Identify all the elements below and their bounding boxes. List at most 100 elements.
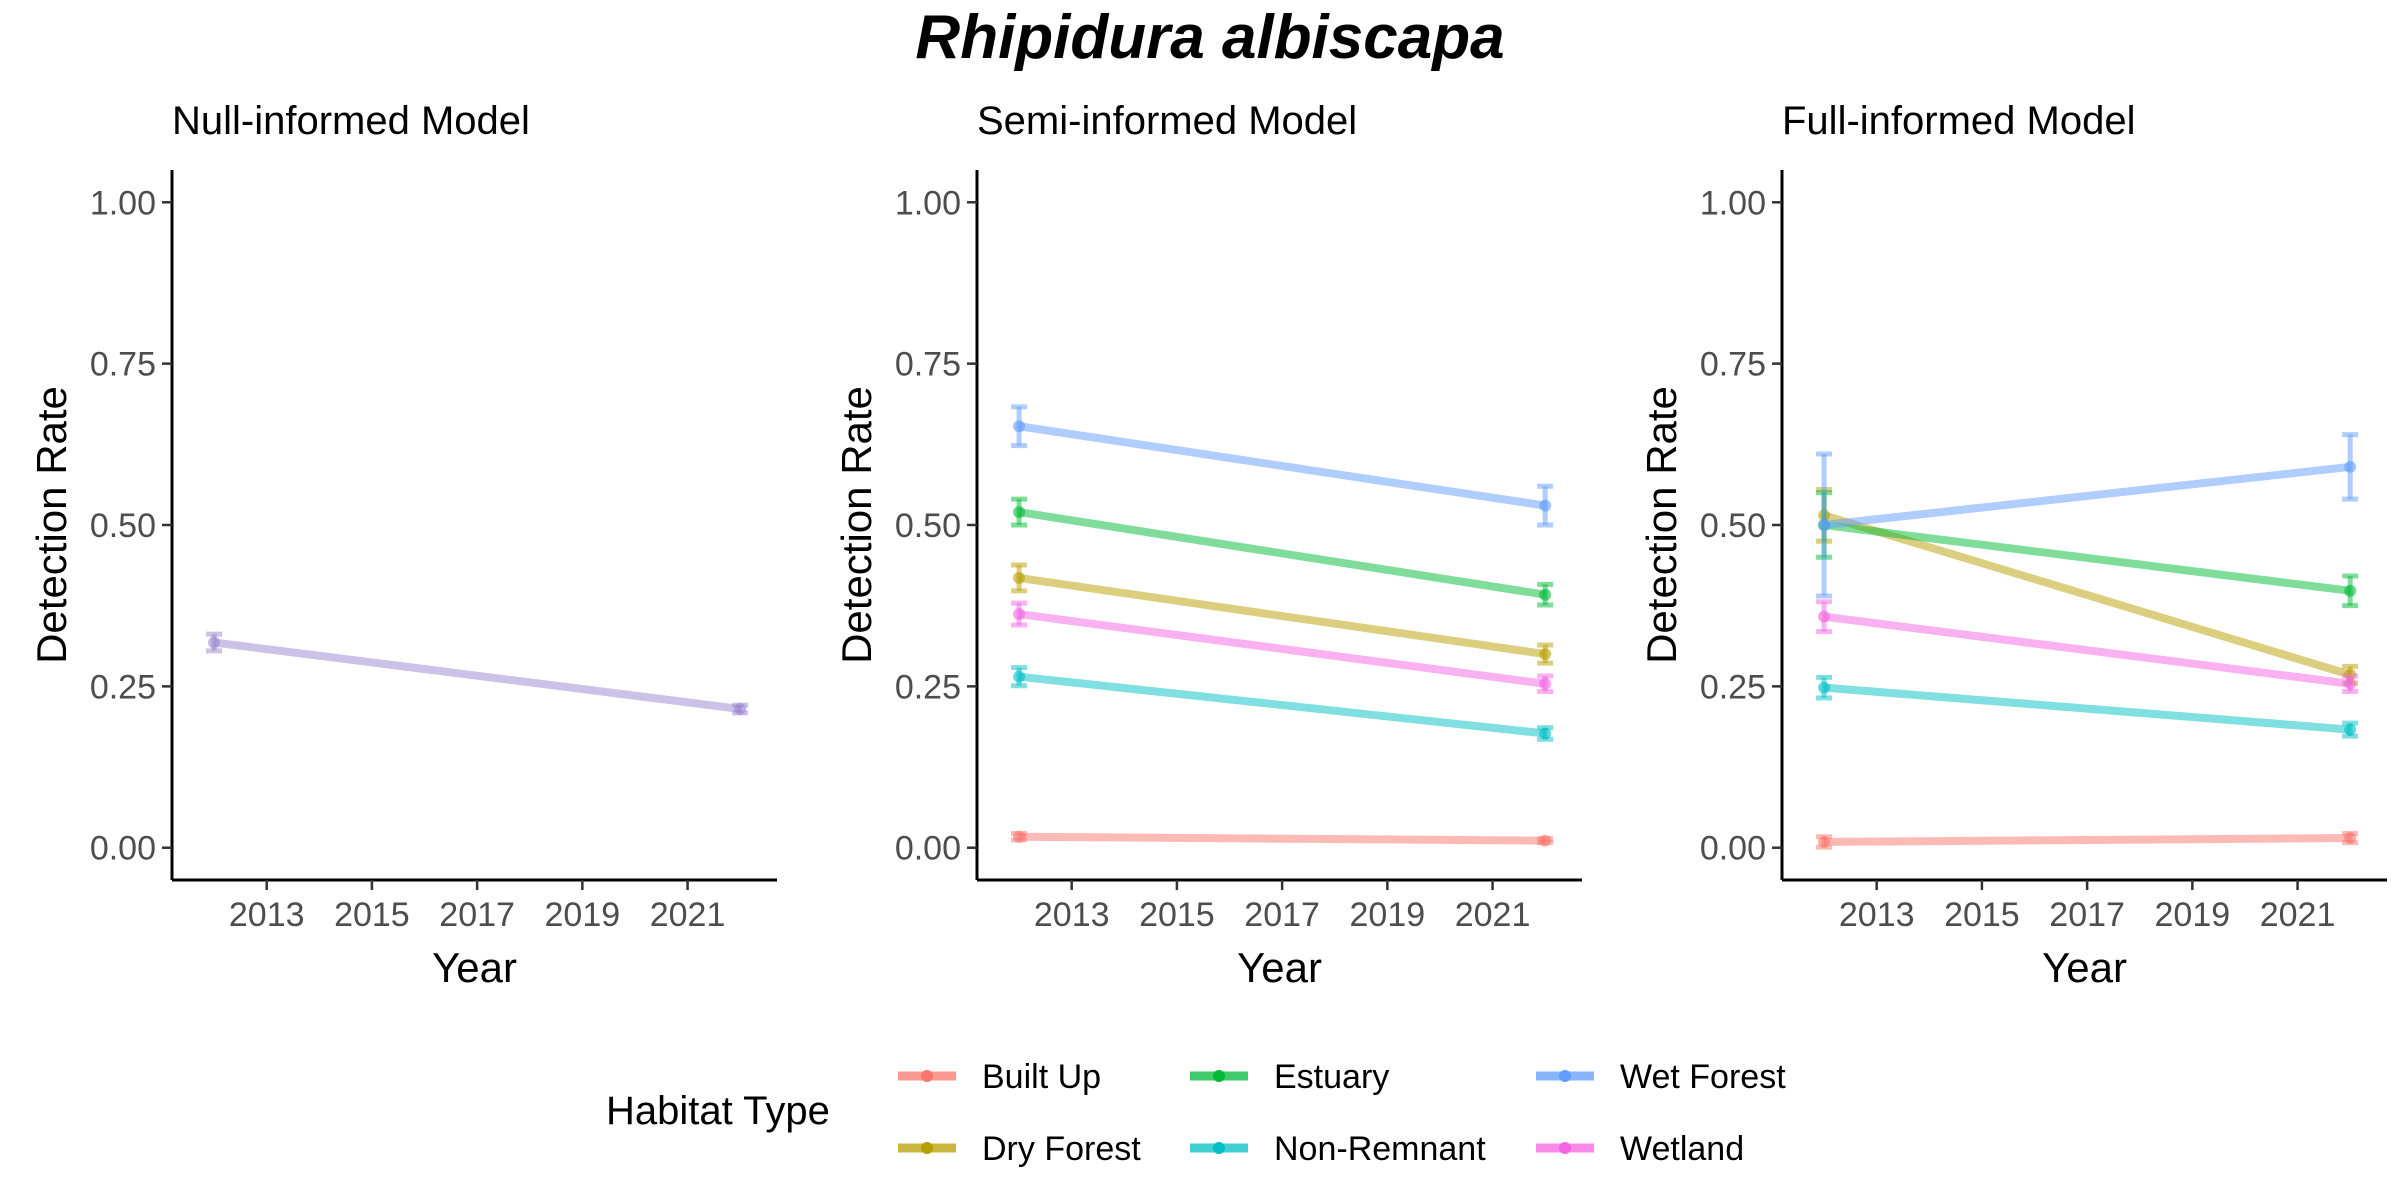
series-null	[206, 631, 749, 716]
data-point	[1818, 681, 1831, 694]
y-tick-label: 1.00	[895, 184, 961, 222]
panel-3: Full-informed Model 0.00 0.25 0.50 0.75 1.00 2…	[1638, 99, 2387, 991]
x-tick-label: 2017	[2049, 896, 2125, 934]
data-point	[1013, 608, 1026, 621]
x-tick-label: 2017	[439, 896, 515, 934]
data-point	[1539, 677, 1552, 690]
y-tick-label: 0.50	[1700, 507, 1766, 545]
x-tick-label: 2015	[1139, 896, 1215, 934]
chart-title: Rhipidura albiscapa	[915, 3, 1504, 72]
data-point	[1539, 499, 1552, 512]
data-point	[2344, 677, 2357, 690]
y-axis-title: Detection Rate	[833, 386, 880, 664]
series-non-remnant	[1816, 674, 2359, 739]
legend-entry-wet-forest: Wet Forest	[1536, 1058, 1786, 1096]
panel-title: Full-informed Model	[1782, 99, 2135, 143]
legend-label: Built Up	[982, 1058, 1101, 1096]
series-line	[1018, 672, 1546, 738]
series-line	[1018, 422, 1546, 510]
y-tick-label: 0.75	[1700, 346, 1766, 384]
x-tick-label: 2019	[2155, 896, 2231, 934]
data-point	[1013, 830, 1026, 843]
series-built-up	[1011, 830, 1554, 847]
series-line	[1824, 834, 2351, 846]
panel-2: Semi-informed Model 0.00 0.25 0.50 0.75 1.00 2…	[833, 99, 1582, 991]
x-tick-label: 2021	[650, 896, 726, 934]
x-tick-label: 2013	[229, 896, 305, 934]
series-line	[1823, 462, 2351, 529]
x-axis-title: Year	[2042, 944, 2127, 991]
y-tick-label: 0.25	[895, 668, 961, 706]
panel-1: Null-informed Model 0.00 0.25 0.50 0.75 1.00 2…	[28, 99, 777, 991]
y-tick-label: 0.00	[895, 830, 961, 868]
series-line	[213, 638, 741, 713]
series-line	[1823, 521, 2351, 595]
legend-entry-built-up: Built Up	[898, 1058, 1101, 1096]
data-point	[2344, 723, 2357, 736]
x-tick-label: 2013	[1839, 896, 1915, 934]
y-tick-label: 0.00	[90, 830, 156, 868]
y-tick-label: 0.00	[1700, 830, 1766, 868]
series-line	[1019, 832, 1546, 845]
legend-swatch-point	[921, 1142, 933, 1154]
legend-label: Wetland	[1620, 1130, 1744, 1168]
y-tick-label: 0.25	[1700, 668, 1766, 706]
data-point	[2344, 832, 2357, 845]
series-line	[1823, 683, 2351, 734]
x-tick-label: 2015	[1944, 896, 2020, 934]
y-tick-label: 0.50	[90, 507, 156, 545]
data-point	[1818, 835, 1831, 848]
series-non-remnant	[1011, 665, 1554, 742]
data-point	[734, 702, 747, 715]
legend-label: Non-Remnant	[1274, 1130, 1486, 1168]
data-point	[1539, 648, 1552, 661]
legend-title: Habitat Type	[606, 1089, 830, 1133]
data-point	[2344, 460, 2357, 473]
x-tick-label: 2021	[2260, 896, 2336, 934]
x-tick-label: 2015	[334, 896, 410, 934]
legend-entry-non-remnant: Non-Remnant	[1190, 1130, 1486, 1168]
y-tick-label: 1.00	[1700, 184, 1766, 222]
series-built-up	[1816, 831, 2359, 850]
data-point	[1539, 727, 1552, 740]
legend-entry-wetland: Wetland	[1536, 1130, 1744, 1168]
y-tick-label: 0.25	[90, 668, 156, 706]
series-wet-forest	[1011, 404, 1554, 528]
x-tick-label: 2013	[1034, 896, 1110, 934]
y-tick-label: 0.75	[895, 346, 961, 384]
x-tick-label: 2021	[1455, 896, 1531, 934]
data-point	[1013, 571, 1026, 584]
panels: Null-informed Model 0.00 0.25 0.50 0.75 1.00 2…	[28, 99, 2387, 991]
series-line	[1823, 612, 2351, 688]
data-point	[1818, 519, 1831, 531]
legend: Habitat Type Built Up Dry Forest Estuary No…	[606, 1058, 1786, 1168]
series-estuary	[1011, 496, 1554, 608]
legend-entry-estuary: Estuary	[1190, 1058, 1389, 1096]
x-axis-title: Year	[1237, 944, 1322, 991]
legend-swatch-point	[1559, 1142, 1571, 1154]
legend-swatch-point	[1213, 1142, 1225, 1154]
data-point	[1539, 834, 1552, 847]
legend-swatch-point	[1213, 1070, 1225, 1082]
panel-title: Null-informed Model	[172, 99, 530, 143]
y-tick-label: 0.75	[90, 346, 156, 384]
panel-title: Semi-informed Model	[977, 99, 1357, 143]
y-axis-title: Detection Rate	[28, 386, 75, 664]
y-tick-label: 0.50	[895, 507, 961, 545]
series-line	[1018, 610, 1546, 688]
data-point	[208, 636, 221, 649]
series-wetland	[1816, 599, 2359, 695]
legend-entry-dry-forest: Dry Forest	[898, 1130, 1141, 1168]
series-wetland	[1011, 600, 1554, 695]
y-tick-label: 1.00	[90, 184, 156, 222]
x-axis-title: Year	[432, 944, 517, 991]
data-point	[1013, 670, 1026, 683]
data-point	[2344, 584, 2357, 597]
x-tick-label: 2017	[1244, 896, 1320, 934]
legend-swatch-point	[1559, 1070, 1571, 1082]
legend-label: Estuary	[1274, 1058, 1389, 1096]
series-line	[1018, 508, 1546, 599]
y-axis-title: Detection Rate	[1638, 386, 1685, 664]
legend-label: Wet Forest	[1620, 1058, 1786, 1096]
